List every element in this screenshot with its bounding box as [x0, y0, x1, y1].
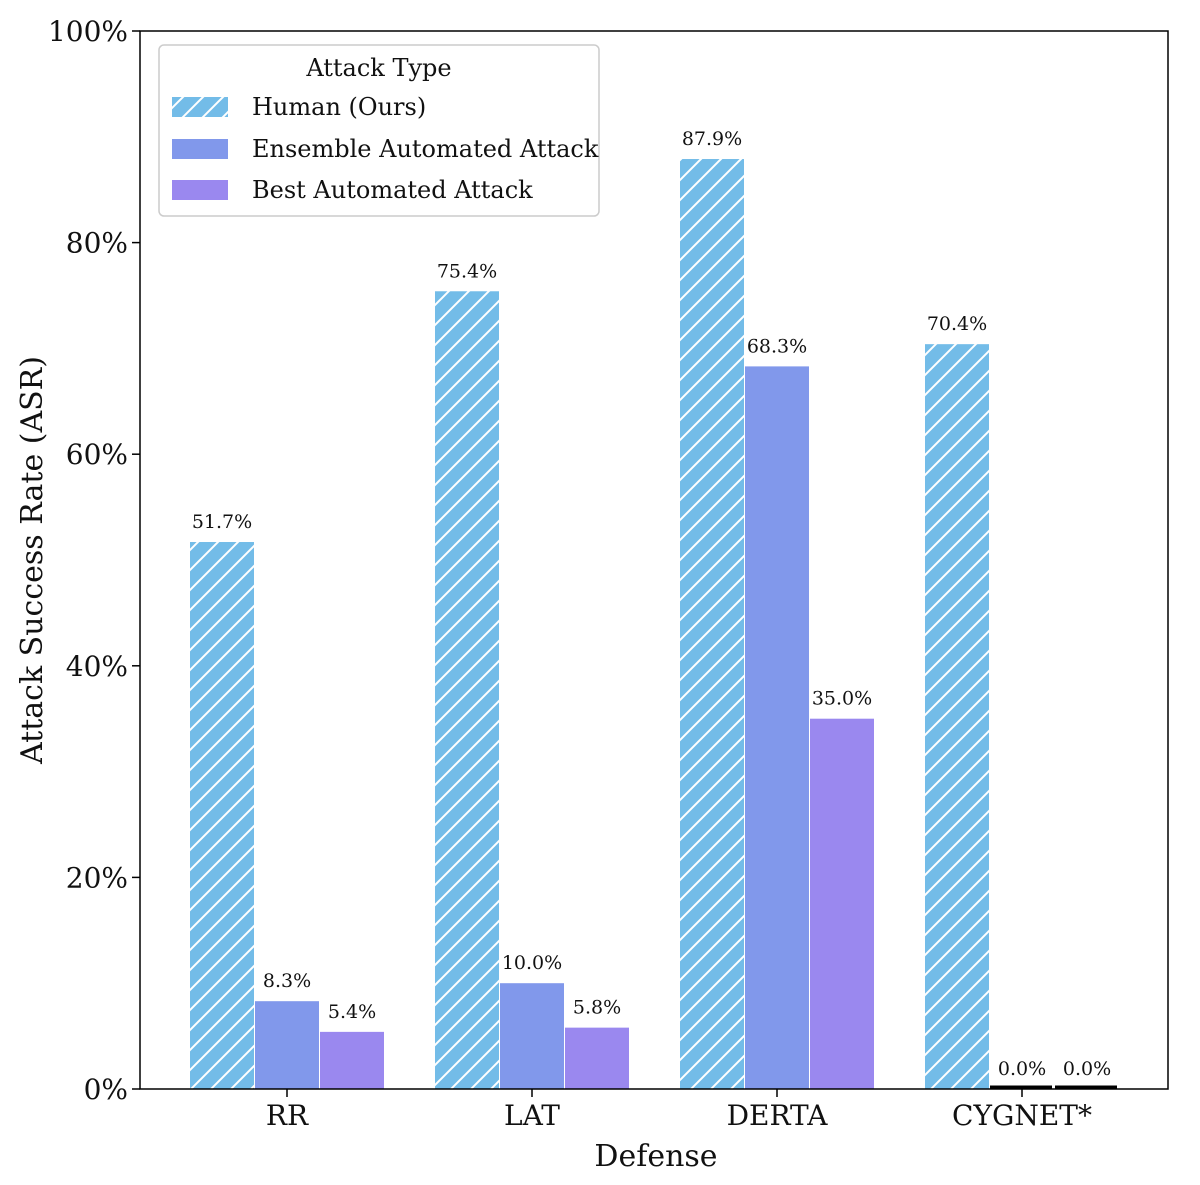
bar-value-label: 35.0% [812, 688, 872, 710]
x-tick-label: DERTA [727, 1099, 829, 1132]
bar-value-label: 8.3% [263, 970, 311, 992]
bar-human-ours--rr [190, 542, 254, 1089]
legend-label: Best Automated Attack [252, 176, 533, 204]
legend-swatch [172, 180, 228, 200]
bar-value-label: 70.4% [927, 313, 987, 335]
y-axis: 0% 20% 40% 60% 80% 100% [48, 15, 140, 1106]
x-axis-label: Defense [594, 1139, 717, 1174]
legend-swatch [172, 97, 228, 117]
bar-human-ours--cygnet- [925, 344, 989, 1090]
bar-value-label: 68.3% [747, 335, 807, 357]
x-tick-label: RR [266, 1099, 309, 1132]
x-axis: RR LAT DERTA CYGNET* [266, 1089, 1092, 1132]
bar-best-automated-attack-rr [320, 1031, 384, 1089]
legend-swatch [172, 139, 228, 159]
bar-ensemble-automated-attack-rr [255, 1001, 319, 1089]
legend-label: Ensemble Automated Attack [252, 135, 599, 163]
y-tick-label: 60% [66, 438, 128, 471]
legend-label: Human (Ours) [252, 93, 426, 121]
legend: Attack Type Human (Ours) Ensemble Automat… [158, 44, 600, 217]
bar-best-automated-attack-lat [565, 1027, 629, 1089]
x-tick-label: LAT [504, 1099, 560, 1132]
legend-box [158, 44, 600, 217]
bar-human-ours--lat [435, 291, 499, 1089]
plot-frame [139, 30, 1169, 1090]
bar-value-label: 87.9% [682, 128, 742, 150]
x-tick-label: CYGNET* [952, 1099, 1092, 1132]
bar-value-label: 5.8% [573, 997, 621, 1019]
y-tick-label: 80% [66, 227, 128, 260]
plot-area: 51.7% 8.3% 5.4% 75.4% 10.0% 5.8% 87.9% 68.3% 35.… [190, 128, 1117, 1090]
legend-title: Attack Type [305, 54, 451, 82]
bar-value-label: 10.0% [502, 952, 562, 974]
y-tick-label: 20% [66, 861, 128, 894]
bar-value-label: 51.7% [192, 511, 252, 533]
bar-value-label: 0.0% [1063, 1058, 1111, 1080]
y-tick-label: 100% [48, 15, 128, 48]
bar-ensemble-automated-attack-lat [500, 983, 564, 1089]
y-tick-label: 40% [66, 650, 128, 683]
y-tick-label: 0% [84, 1073, 128, 1106]
y-axis-label: Attack Success Rate (ASR) [15, 356, 50, 765]
bar-value-label: 5.4% [328, 1001, 376, 1023]
bar-best-automated-attack-derta [810, 718, 874, 1089]
bar-value-label: 75.4% [437, 260, 497, 282]
bar-human-ours--derta [680, 159, 744, 1089]
bar-ensemble-automated-attack-derta [745, 366, 809, 1089]
bar-value-label: 0.0% [998, 1058, 1046, 1080]
